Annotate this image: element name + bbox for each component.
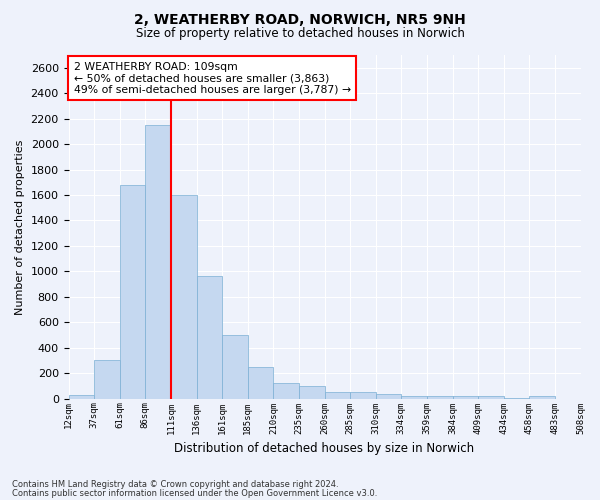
Bar: [376, 394, 401, 398]
Bar: [452, 396, 478, 398]
Bar: [248, 367, 274, 398]
Bar: [478, 396, 504, 398]
Bar: [145, 125, 171, 398]
Bar: [529, 396, 555, 398]
Bar: [222, 335, 248, 398]
Bar: [427, 396, 452, 398]
Y-axis label: Number of detached properties: Number of detached properties: [15, 139, 25, 314]
Bar: [171, 195, 197, 398]
Bar: [94, 360, 120, 399]
Text: Contains public sector information licensed under the Open Government Licence v3: Contains public sector information licen…: [12, 488, 377, 498]
Text: 2, WEATHERBY ROAD, NORWICH, NR5 9NH: 2, WEATHERBY ROAD, NORWICH, NR5 9NH: [134, 12, 466, 26]
Bar: [274, 384, 299, 398]
Text: Contains HM Land Registry data © Crown copyright and database right 2024.: Contains HM Land Registry data © Crown c…: [12, 480, 338, 489]
Text: Size of property relative to detached houses in Norwich: Size of property relative to detached ho…: [136, 28, 464, 40]
Bar: [197, 276, 222, 398]
Bar: [350, 392, 376, 398]
Bar: [68, 396, 94, 398]
Bar: [325, 392, 350, 398]
Bar: [299, 386, 325, 398]
Bar: [401, 396, 427, 398]
Bar: [120, 185, 145, 398]
Text: 2 WEATHERBY ROAD: 109sqm
← 50% of detached houses are smaller (3,863)
49% of sem: 2 WEATHERBY ROAD: 109sqm ← 50% of detach…: [74, 62, 351, 95]
X-axis label: Distribution of detached houses by size in Norwich: Distribution of detached houses by size …: [175, 442, 475, 455]
